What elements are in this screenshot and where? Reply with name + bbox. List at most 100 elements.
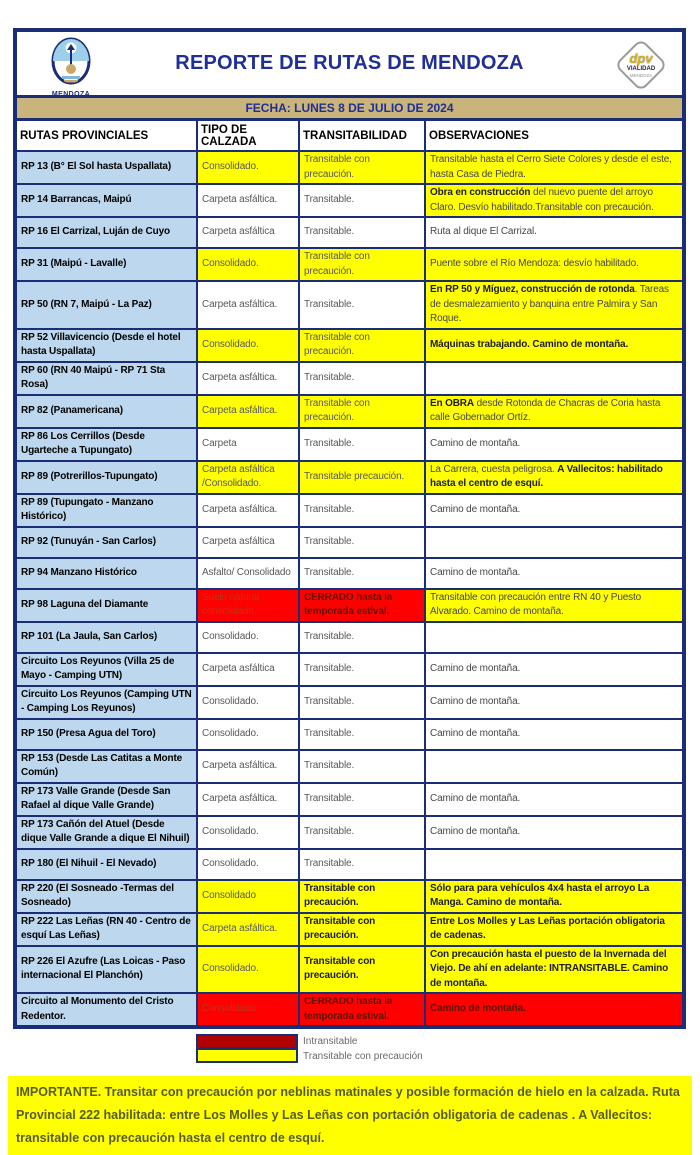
- table-row: RP 82 (Panamericana) Carpeta asfáltica. …: [17, 395, 682, 429]
- calzada-cell: Carpeta asfáltica.: [198, 185, 300, 218]
- masthead: MENDOZA REPORTE DE RUTAS DE MENDOZA dpv …: [17, 32, 682, 98]
- column-header-rutas: RUTAS PROVINCIALES: [17, 121, 198, 152]
- transitabilidad-cell: Transitable.: [300, 185, 426, 218]
- observaciones-cell: La Carrera, cuesta peligrosa. A Vallecit…: [426, 461, 682, 495]
- transitabilidad-cell: CERRADO hasta la temporada estival.: [300, 589, 426, 623]
- table-row: Circuito Los Reyunos (Camping UTN - Camp…: [17, 686, 682, 720]
- observaciones-cell: [426, 849, 682, 881]
- mendoza-logo: MENDOZA: [41, 36, 101, 98]
- route-name-cell: RP 173 Cañón del Atuel (Desde dique Vall…: [17, 816, 198, 850]
- observaciones-cell: [426, 527, 682, 559]
- calzada-cell: Consolidado: [198, 880, 300, 914]
- table-row: RP 94 Manzano Histórico Asfalto/ Consoli…: [17, 558, 682, 590]
- calzada-cell: Carpeta asfáltica.: [198, 362, 300, 396]
- calzada-cell: Carpeta asfáltica.: [198, 282, 300, 330]
- calzada-cell: Consolidado.: [198, 849, 300, 881]
- transitabilidad-cell: Transitable.: [300, 750, 426, 784]
- route-name-cell: RP 31 (Maipú - Lavalle): [17, 249, 198, 282]
- legend-red-swatch: [196, 1034, 298, 1049]
- transitabilidad-cell: Transitable.: [300, 653, 426, 687]
- vialidad-label: VIALIDAD: [626, 65, 656, 72]
- calzada-cell: Asfalto/ Consolidado: [198, 558, 300, 590]
- transitabilidad-cell: CERRADO hasta la temporada estival.: [300, 994, 426, 1025]
- transitabilidad-cell: Transitable.: [300, 849, 426, 881]
- dpv-glyph: dpv: [629, 50, 653, 66]
- transitabilidad-cell: Transitable.: [300, 218, 426, 249]
- transitabilidad-cell: Transitable con precaución.: [300, 880, 426, 914]
- transitabilidad-cell: Transitable.: [300, 558, 426, 590]
- observaciones-cell: Transitable hasta el Cerro Siete Colores…: [426, 152, 682, 185]
- calzada-cell: Suelo natural consolidado.: [198, 589, 300, 623]
- observaciones-cell: Camino de montaña.: [426, 428, 682, 462]
- vialidad-sublabel: MENDOZA: [629, 72, 653, 78]
- observaciones-cell: Ruta al dique El Carrizal.: [426, 218, 682, 249]
- legend-label-intransitable: Intransitable: [303, 1036, 358, 1047]
- transitabilidad-cell: Transitable.: [300, 816, 426, 850]
- observaciones-cell: Puente sobre el Río Mendoza: desvío habi…: [426, 249, 682, 282]
- transitabilidad-cell: Transitable.: [300, 362, 426, 396]
- observaciones-cell: Camino de montaña.: [426, 494, 682, 528]
- column-header-calzada: TIPO DE CALZADA: [198, 121, 300, 152]
- calzada-cell: Consolidado.: [198, 152, 300, 185]
- table-row: RP 52 Villavicencio (Desde el hotel hast…: [17, 329, 682, 363]
- table-row: RP 173 Cañón del Atuel (Desde dique Vall…: [17, 816, 682, 850]
- transitabilidad-cell: Transitable.: [300, 783, 426, 817]
- table-row: RP 226 El Azufre (Las Loicas - Paso inte…: [17, 946, 682, 994]
- observaciones-cell: Camino de montaña.: [426, 653, 682, 687]
- route-name-cell: RP 180 (El Nihuil - El Nevado): [17, 849, 198, 881]
- calzada-cell: Carpeta asfáltica /Consolidado.: [198, 461, 300, 495]
- route-name-cell: Circuito Los Reyunos (Villa 25 de Mayo -…: [17, 653, 198, 687]
- calzada-cell: Consolidado.: [198, 946, 300, 994]
- observaciones-cell: Entre Los Molles y Las Leñas portación o…: [426, 913, 682, 947]
- table-row: RP 31 (Maipú - Lavalle) Consolidado. Tra…: [17, 249, 682, 282]
- calzada-cell: Carpeta asfáltica: [198, 653, 300, 687]
- observaciones-cell: [426, 362, 682, 396]
- route-name-cell: RP 14 Barrancas, Maipú: [17, 185, 198, 218]
- calzada-cell: Consolidado.: [198, 329, 300, 363]
- report-sheet: MENDOZA REPORTE DE RUTAS DE MENDOZA dpv …: [13, 28, 686, 1029]
- transitabilidad-cell: Transitable con precaución.: [300, 152, 426, 185]
- route-name-cell: Circuito al Monumento del Cristo Redento…: [17, 994, 198, 1025]
- observaciones-cell: Camino de montaña.: [426, 686, 682, 720]
- mendoza-crest-icon: [51, 37, 91, 85]
- legend-yellow-swatch: [196, 1048, 298, 1063]
- table-row: RP 173 Valle Grande (Desde San Rafael al…: [17, 783, 682, 817]
- transitabilidad-cell: Transitable con precaución.: [300, 249, 426, 282]
- date-banner: FECHA: LUNES 8 DE JULIO DE 2024: [17, 98, 682, 121]
- observaciones-cell: Camino de montaña.: [426, 783, 682, 817]
- observaciones-cell: Camino de montaña.: [426, 994, 682, 1025]
- transitabilidad-cell: Transitable.: [300, 686, 426, 720]
- mendoza-logo-label: MENDOZA: [51, 91, 91, 98]
- table-row: Circuito Los Reyunos (Villa 25 de Mayo -…: [17, 653, 682, 687]
- report-title: REPORTE DE RUTAS DE MENDOZA: [175, 52, 524, 74]
- route-name-cell: RP 94 Manzano Histórico: [17, 558, 198, 590]
- table-row: RP 89 (Potrerillos-Tupungato) Carpeta as…: [17, 461, 682, 495]
- transitabilidad-cell: Transitable con precaución.: [300, 395, 426, 429]
- column-header-transitabilidad: TRANSITABILIDAD: [300, 121, 426, 152]
- column-header-observaciones: OBSERVACIONES: [426, 121, 682, 152]
- route-name-cell: Circuito Los Reyunos (Camping UTN - Camp…: [17, 686, 198, 720]
- route-name-cell: RP 92 (Tunuyán - San Carlos): [17, 527, 198, 559]
- legend: Intransitable Transitable con precaución: [196, 1034, 700, 1064]
- route-name-cell: RP 52 Villavicencio (Desde el hotel hast…: [17, 329, 198, 363]
- route-name-cell: RP 60 (RN 40 Maipú - RP 71 Sta Rosa): [17, 362, 198, 396]
- route-name-cell: RP 82 (Panamericana): [17, 395, 198, 429]
- calzada-cell: Carpeta asfáltica.: [198, 783, 300, 817]
- route-name-cell: RP 173 Valle Grande (Desde San Rafael al…: [17, 783, 198, 817]
- route-name-cell: RP 13 (B° El Sol hasta Uspallata): [17, 152, 198, 185]
- table-row: RP 153 (Desde Las Catitas a Monte Común)…: [17, 750, 682, 784]
- observaciones-cell: [426, 622, 682, 654]
- transitabilidad-cell: Transitable.: [300, 428, 426, 462]
- observaciones-cell: En OBRA desde Rotonda de Chacras de Cori…: [426, 395, 682, 429]
- table-row: RP 92 (Tunuyán - San Carlos) Carpeta asf…: [17, 527, 682, 559]
- calzada-cell: Carpeta asfáltica.: [198, 494, 300, 528]
- table-row: RP 16 El Carrizal, Luján de Cuyo Carpeta…: [17, 218, 682, 249]
- calzada-cell: Carpeta asfáltica.: [198, 395, 300, 429]
- route-name-cell: RP 89 (Tupungato - Manzano Histórico): [17, 494, 198, 528]
- transitabilidad-cell: Transitable con precaución.: [300, 913, 426, 947]
- table-row: RP 101 (La Jaula, San Carlos) Consolidad…: [17, 622, 682, 654]
- calzada-cell: Carpeta asfáltica: [198, 527, 300, 559]
- observaciones-cell: En RP 50 y Míguez, construcción de roton…: [426, 282, 682, 330]
- calzada-cell: Carpeta asfáltica.: [198, 750, 300, 784]
